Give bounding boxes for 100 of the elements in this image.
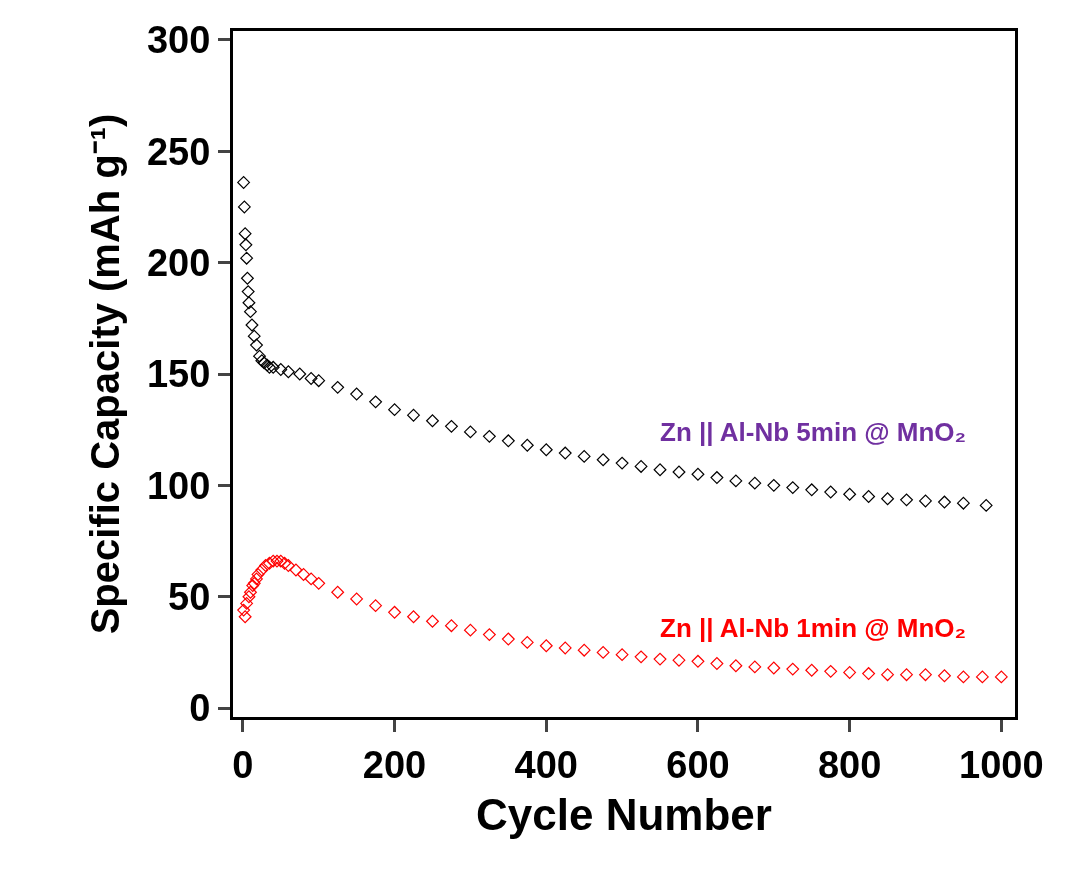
point — [239, 238, 253, 252]
point — [255, 563, 269, 577]
point — [281, 365, 295, 379]
point — [250, 572, 263, 586]
point — [266, 554, 280, 568]
point — [767, 661, 781, 675]
point — [463, 425, 477, 439]
point — [237, 603, 251, 617]
point — [653, 463, 667, 477]
point — [369, 395, 383, 409]
point — [824, 485, 838, 499]
point — [242, 590, 256, 604]
point — [653, 652, 667, 666]
point — [805, 483, 819, 497]
y-tick-label: 50 — [168, 576, 211, 619]
point — [767, 478, 781, 492]
point — [240, 251, 254, 265]
point — [331, 380, 345, 394]
point — [956, 496, 970, 510]
point — [520, 438, 534, 452]
point — [238, 610, 252, 624]
point — [938, 495, 951, 509]
point — [786, 662, 800, 676]
y-tick-label: 150 — [146, 353, 211, 396]
point — [444, 619, 458, 633]
point — [407, 610, 420, 624]
x-tick-label: 0 — [232, 743, 254, 786]
point — [691, 654, 705, 668]
point — [691, 467, 705, 481]
point — [247, 329, 261, 343]
point — [558, 641, 572, 655]
point — [596, 453, 610, 467]
point — [615, 456, 629, 470]
point — [862, 667, 876, 681]
point — [312, 576, 326, 590]
point — [710, 657, 724, 670]
x-tick-label: 400 — [514, 743, 578, 786]
y-axis-title: Specific Capacity (mAh g⁻¹) — [83, 113, 128, 635]
point — [293, 367, 307, 381]
point — [350, 387, 364, 401]
point — [304, 572, 318, 586]
point — [331, 585, 345, 599]
point — [297, 568, 310, 581]
point — [748, 660, 762, 674]
point — [253, 349, 266, 363]
point — [786, 481, 800, 495]
point — [388, 403, 402, 417]
point — [241, 285, 255, 299]
point — [539, 443, 553, 457]
point — [843, 666, 857, 679]
point — [240, 271, 254, 285]
point — [956, 670, 970, 684]
point — [266, 360, 280, 374]
point — [577, 449, 591, 463]
y-tick-label: 300 — [146, 19, 211, 62]
point — [824, 664, 838, 678]
y-tick-label: 200 — [146, 241, 211, 284]
point — [244, 305, 257, 319]
point — [289, 563, 303, 577]
y-tick-label: 0 — [189, 687, 211, 730]
point — [539, 639, 553, 653]
point — [270, 554, 284, 568]
point — [407, 408, 420, 422]
point — [250, 338, 263, 352]
point — [634, 459, 648, 473]
point — [350, 592, 364, 606]
x-tick-label: 800 — [817, 743, 882, 786]
point — [881, 492, 895, 506]
point — [558, 446, 572, 460]
point — [805, 663, 819, 677]
point — [482, 628, 496, 642]
point — [463, 623, 477, 637]
point — [615, 648, 629, 662]
point — [274, 554, 288, 568]
point — [881, 668, 895, 682]
x-tick-label: 1000 — [959, 743, 1044, 786]
series-label: Zn || Al-Nb 1min @ MnO₂ — [660, 613, 967, 643]
point — [245, 318, 259, 332]
x-axis-title: Cycle Number — [476, 789, 772, 839]
point — [237, 200, 251, 214]
point — [238, 227, 252, 241]
point — [919, 494, 932, 508]
point — [237, 176, 251, 189]
point — [244, 585, 257, 599]
point — [975, 670, 989, 684]
point — [240, 596, 254, 610]
point — [444, 419, 458, 433]
point — [596, 645, 610, 659]
point — [900, 493, 913, 507]
point — [369, 599, 383, 613]
point — [672, 465, 686, 479]
point — [501, 434, 515, 448]
point — [729, 474, 743, 488]
point — [426, 414, 439, 428]
point — [242, 296, 256, 310]
point — [672, 653, 686, 667]
point — [251, 568, 265, 581]
point — [938, 669, 951, 683]
point — [843, 487, 857, 501]
point — [634, 650, 648, 664]
